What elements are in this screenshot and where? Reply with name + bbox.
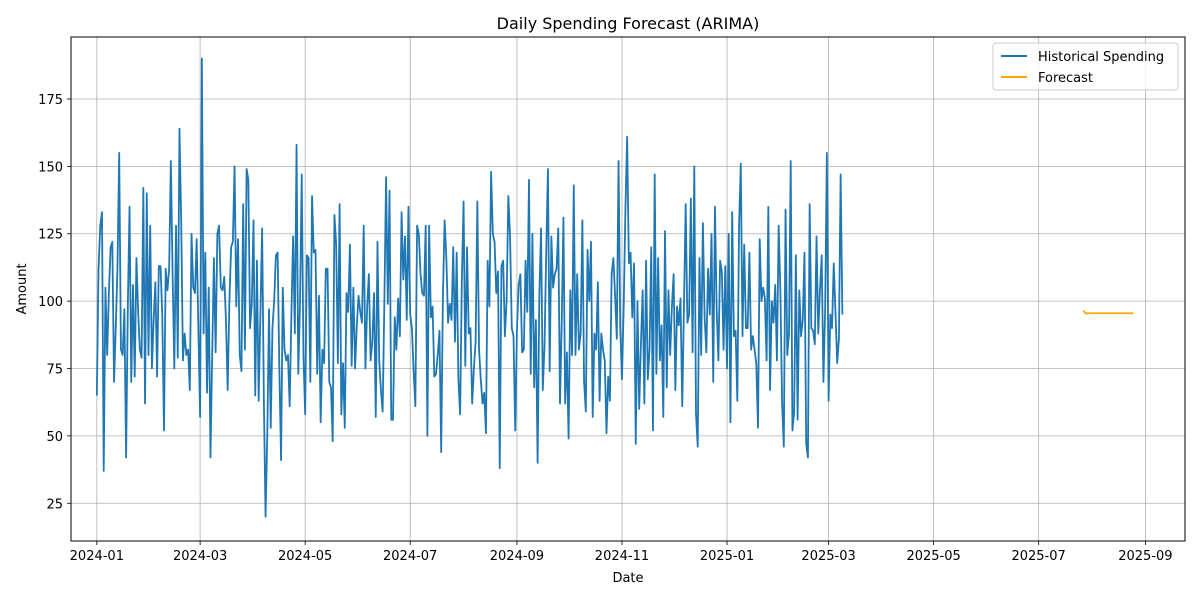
- x-tick-label: 2025-05: [906, 549, 960, 564]
- plot-series: [95, 57, 1134, 518]
- x-tick-label: 2024-11: [595, 549, 649, 564]
- y-tick-label: 150: [38, 160, 63, 175]
- legend: Historical Spending Forecast: [992, 42, 1179, 91]
- legend-label-forecast: Forecast: [1038, 71, 1093, 86]
- x-tick-label: 2025-09: [1118, 549, 1172, 564]
- y-tick-label: 125: [38, 228, 63, 243]
- y-axis-ticks: 25 50 75 100 125 150 175: [38, 93, 71, 512]
- x-axis-ticks: 2024-01 2024-03 2024-05 2024-07 2024-09 2024-…: [70, 541, 1173, 564]
- y-axis-label: Amount: [15, 263, 30, 314]
- x-tick-label: 2025-07: [1011, 549, 1065, 564]
- y-tick-label: 25: [46, 497, 63, 512]
- x-tick-label: 2024-09: [490, 549, 544, 564]
- legend-box: [992, 42, 1179, 91]
- series-line-forecast: [1082, 310, 1134, 315]
- x-tick-label: 2024-03: [173, 549, 227, 564]
- plot-frame: [70, 36, 1186, 542]
- y-tick-label: 50: [46, 430, 63, 445]
- x-axis-label: Date: [612, 571, 643, 586]
- series-line-historical-spending: [95, 57, 844, 518]
- x-tick-label: 2024-05: [278, 549, 332, 564]
- x-tick-label: 2025-03: [801, 549, 855, 564]
- x-tick-label: 2024-01: [70, 549, 124, 564]
- legend-label-historical: Historical Spending: [1038, 50, 1164, 65]
- chart-title: Daily Spending Forecast (ARIMA): [497, 14, 760, 33]
- y-tick-label: 100: [38, 295, 63, 310]
- x-tick-label: 2024-07: [383, 549, 437, 564]
- gridlines: [71, 37, 1185, 541]
- y-tick-label: 75: [46, 363, 63, 378]
- y-tick-label: 175: [38, 93, 63, 108]
- x-tick-label: 2025-01: [700, 549, 754, 564]
